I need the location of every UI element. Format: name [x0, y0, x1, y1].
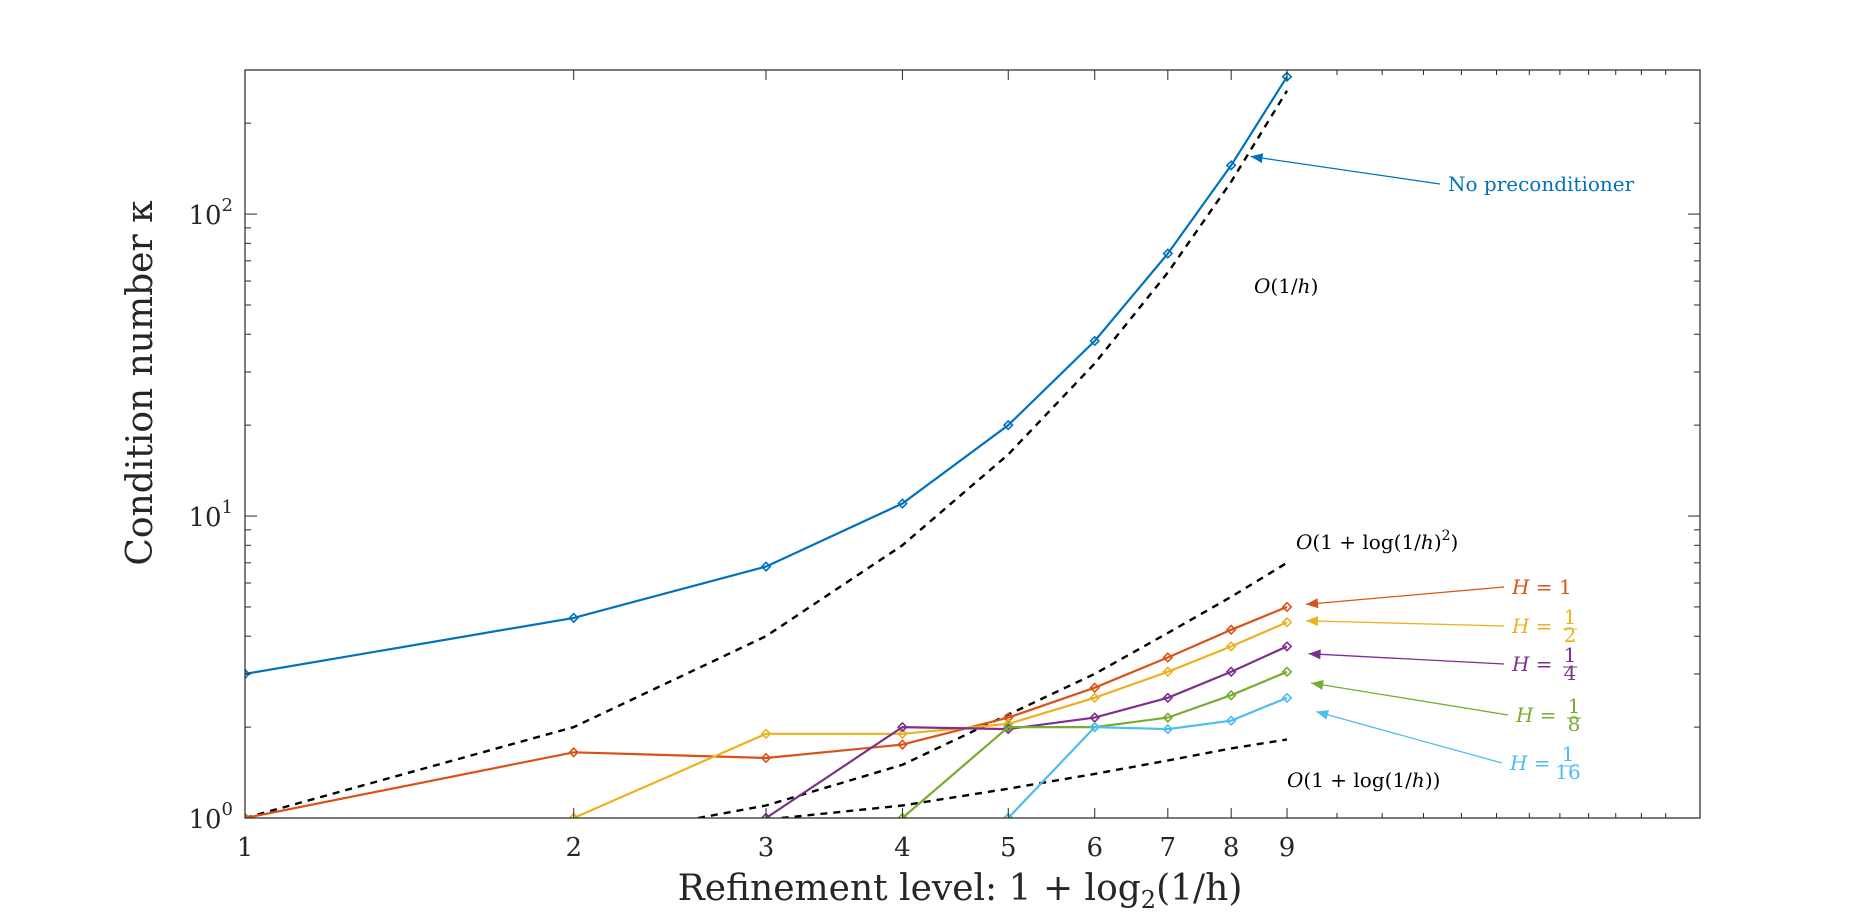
- annotation-H-sixteenth-arrow-line: [1315, 711, 1503, 764]
- reference-line-0: [245, 90, 1289, 818]
- annotation-H-quarter-denominator: 4: [1564, 661, 1577, 685]
- series-1-marker-2: [760, 752, 772, 764]
- series-layer: [245, 71, 1293, 818]
- series-0-marker-3: [897, 498, 908, 509]
- x-axis-title: Refinement level: 1 + log2(1/h): [678, 868, 1243, 914]
- annotation-layer: No preconditioner O(1/h) O(1 + log(1/h)2) O…: [1250, 153, 1635, 792]
- series-0-marker-5: [1089, 335, 1101, 347]
- annotation-H-eighth-denominator: 8: [1568, 712, 1581, 736]
- series-4-marker-5: [1281, 666, 1293, 678]
- series-1-marker-1: [568, 746, 580, 758]
- x-tick-label-1: 2: [565, 833, 582, 863]
- x-tick-label-8: 9: [1279, 833, 1296, 863]
- annotation-H-eighth-arrow-head: [1311, 679, 1324, 690]
- series-3-marker-5: [1225, 666, 1237, 678]
- annotation-ref-log: O(1 + log(1/h)): [1287, 768, 1440, 792]
- series-3-marker-4: [1162, 692, 1174, 704]
- axes-box: [244, 69, 1701, 819]
- annotation-no-preconditioner-arrow-line: [1250, 155, 1441, 185]
- series-line-0: [245, 76, 1288, 675]
- plot-background: [245, 70, 1700, 818]
- y-tick-label-1: 101: [188, 497, 233, 533]
- series-0-marker-8: [1281, 71, 1293, 83]
- annotation-H-1-arrow-line: [1305, 586, 1505, 605]
- series-2-marker-5: [1162, 666, 1174, 678]
- annotation-H-eighth-numerator: 1: [1568, 694, 1581, 718]
- series-1-marker-7: [1225, 624, 1237, 636]
- annotation-H-sixteenth: H =: [1509, 751, 1551, 775]
- series-4-marker-1: [1002, 721, 1014, 733]
- series-2-marker-1: [760, 728, 772, 740]
- annotation-H-1-arrow-head: [1306, 598, 1319, 609]
- series-0-marker-0: [245, 668, 251, 680]
- series-line-2: [573, 621, 1288, 818]
- x-tick-label-3: 4: [894, 833, 911, 863]
- series-5-marker-1: [1089, 721, 1101, 733]
- x-tick-label-7: 8: [1223, 833, 1240, 863]
- series-line-5: [1007, 696, 1288, 818]
- annotation-H-half-arrow-head: [1306, 616, 1319, 627]
- annotation-no-preconditioner: No preconditioner: [1448, 172, 1635, 196]
- series-2-marker-4: [1089, 692, 1101, 704]
- annotation-H-half-arrow-line: [1305, 620, 1505, 627]
- annotation-H-half-numerator: 1: [1564, 605, 1577, 629]
- series-0-marker-1: [568, 612, 580, 624]
- series-5-marker-0: [1002, 812, 1014, 818]
- reference-line-1: [697, 561, 1288, 818]
- x-tick-label-0: 1: [237, 833, 254, 863]
- series-5-marker-3: [1225, 715, 1237, 727]
- reference-line-2: [781, 738, 1288, 818]
- annotation-H-eighth: H =: [1515, 703, 1557, 727]
- series-3-marker-0: [760, 812, 772, 818]
- axes-layer: 1 2 3 4 5 6 7 8 9 100 101 102: [188, 69, 1701, 863]
- series-1-marker-8: [1281, 601, 1293, 613]
- annotation-H-quarter-arrow-line: [1308, 653, 1505, 665]
- annotation-H-quarter: H =: [1511, 652, 1553, 676]
- series-1-marker-5: [1089, 682, 1101, 694]
- series-0-marker-2: [760, 561, 772, 572]
- annotation-H-half: H =: [1511, 614, 1553, 638]
- annotation-H-sixteenth-numerator: 1: [1562, 742, 1575, 766]
- series-2-marker-0: [568, 812, 580, 818]
- annotation-H-sixteenth-arrow-head: [1316, 710, 1330, 720]
- y-tick-label-2: 102: [188, 195, 233, 231]
- series-4-marker-4: [1225, 689, 1237, 701]
- x-tick-label-6: 7: [1160, 833, 1177, 863]
- annotation-H-quarter-numerator: 1: [1564, 643, 1577, 667]
- x-tick-label-2: 3: [758, 833, 775, 863]
- annotation-H-sixteenth-denominator: 16: [1555, 760, 1580, 784]
- y-axis-title: Condition number κ: [120, 200, 161, 566]
- series-2-marker-7: [1281, 616, 1293, 628]
- x-tick-label-4: 5: [1000, 833, 1017, 863]
- series-5-marker-2: [1162, 723, 1174, 735]
- annotation-no-preconditioner-arrow-head: [1250, 153, 1264, 164]
- series-2-marker-6: [1225, 641, 1237, 652]
- series-0-marker-4: [1002, 419, 1014, 431]
- series-1-marker-0: [245, 812, 251, 818]
- annotation-ref-1-over-h: O(1/h): [1254, 274, 1318, 298]
- series-4-marker-0: [897, 812, 908, 818]
- series-5-marker-4: [1281, 692, 1293, 704]
- series-line-1: [245, 605, 1288, 818]
- plot-area: [245, 70, 1700, 818]
- series-1-marker-6: [1162, 652, 1174, 663]
- series-line-4: [901, 670, 1288, 818]
- series-3-marker-1: [897, 721, 908, 733]
- series-1-marker-3: [897, 739, 908, 750]
- annotation-H-quarter-arrow-head: [1308, 649, 1321, 660]
- series-4-marker-3: [1162, 712, 1174, 723]
- series-line-3: [765, 645, 1288, 818]
- series-2-marker-2: [897, 728, 908, 740]
- x-tick-label-5: 6: [1086, 833, 1103, 863]
- y-tick-label-0: 100: [188, 799, 233, 835]
- annotation-H-eighth-arrow-line: [1311, 682, 1509, 716]
- annotation-ref-log-squared: O(1 + log(1/h)2): [1296, 528, 1458, 554]
- series-3-marker-6: [1281, 641, 1293, 652]
- series-0-marker-6: [1162, 248, 1174, 259]
- series-0-marker-7: [1225, 160, 1237, 171]
- annotation-H-1: H = 1: [1511, 575, 1572, 599]
